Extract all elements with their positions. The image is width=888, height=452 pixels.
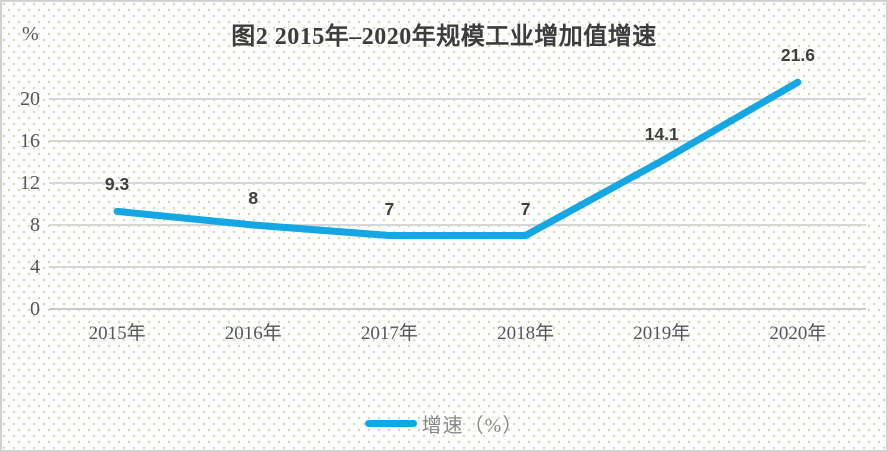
data-point-label: 7 (384, 198, 395, 219)
chart-title: 图2 2015年–2020年规模工业增加值增速 (231, 24, 657, 50)
y-tick-label: 20 (20, 88, 40, 110)
y-tick-label: 8 (30, 214, 40, 236)
x-tick-label: 2015年 (88, 323, 146, 344)
y-tick-label: 0 (30, 298, 40, 320)
data-point-label: 8 (248, 188, 259, 208)
data-point-label: 9.3 (104, 174, 130, 195)
legend: 增速（%） (2, 409, 886, 438)
x-tick-label: 2019年 (633, 323, 691, 344)
legend-line-swatch (364, 420, 417, 427)
x-tick-label: 2020年 (769, 323, 827, 344)
data-point-label: 7 (520, 198, 531, 219)
x-tick-label: 2017年 (360, 323, 418, 344)
series-line (113, 78, 802, 239)
data-point-label: 14.1 (644, 123, 679, 144)
x-tick-label: 2018年 (497, 323, 555, 344)
data-point-label: 21.6 (780, 45, 815, 66)
legend-series-label: 增速（%） (421, 415, 524, 437)
y-tick-label: 4 (30, 256, 40, 278)
y-tick-label: 12 (20, 172, 40, 194)
y-tick-label: 16 (20, 130, 40, 152)
x-tick-label: 2016年 (224, 323, 282, 344)
y-axis-unit-label: % (22, 23, 39, 45)
